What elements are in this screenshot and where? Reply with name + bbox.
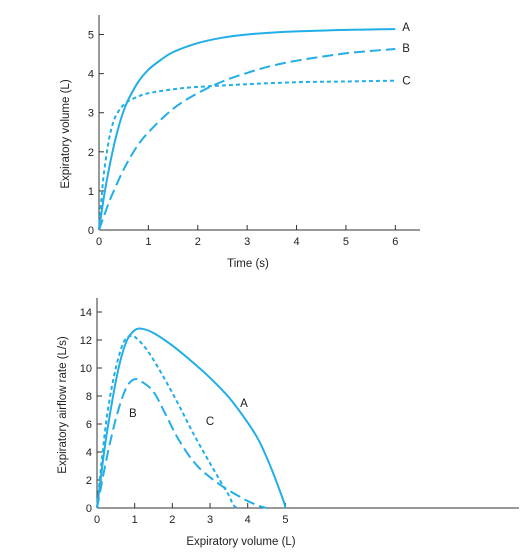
flow-volume-x-tick-label: 3 (207, 514, 213, 526)
flow-volume-y-tick-label: 10 (80, 363, 92, 375)
flow-volume-x-tick-label: 0 (94, 514, 100, 526)
volume-time-x-tick-label: 1 (145, 236, 151, 248)
flow-volume-y-tick-label: 14 (80, 307, 92, 319)
flow-volume-x-tick-label: 4 (245, 514, 251, 526)
volume-time-x-tick-label: 3 (244, 236, 250, 248)
flow-volume-x-tick-label: 2 (169, 514, 175, 526)
volume-time-curve-label-c: C (402, 76, 410, 88)
flow-volume-curve-c (96, 334, 238, 509)
volume-time-curve-label-a: A (402, 22, 410, 34)
volume-time-x-tick-label: 4 (293, 236, 299, 248)
volume-time-curve-a (98, 28, 396, 231)
flow-volume-y-tick-label: 8 (86, 391, 92, 403)
volume-time-x-tick-label: 0 (96, 236, 102, 248)
flow-volume-x-tick-label: 5 (282, 514, 288, 526)
volume-time-x-tick-label: 6 (392, 236, 398, 248)
volume-time-y-tick-label: 0 (88, 225, 94, 237)
volume-time-chart: 0 1 2 3 4 5 6 0 1 2 3 4 5 AB C Time (s) Expiratory vo… (60, 15, 420, 270)
flow-volume-x-axis-title: Expiratory volume (L) (186, 536, 295, 548)
volume-time-y-tick-label: 3 (88, 108, 94, 120)
flow-volume-x-tick-label: 1 (132, 514, 138, 526)
flow-volume-y-tick-label: 12 (80, 335, 92, 347)
flow-volume-y-tick-label: 4 (86, 447, 92, 459)
volume-time-y-tick-label: 2 (88, 147, 94, 159)
flow-volume-y-tick-label: 6 (86, 419, 92, 431)
flow-volume-curve-a (96, 327, 287, 509)
flow-volume-curve-label-b: B (129, 408, 137, 420)
volume-time-y-axis-title: Expiratory volume (L) (60, 79, 72, 188)
flow-volume-curve-label-a: A (240, 398, 248, 410)
flow-volume-curves: A B C (96, 327, 287, 509)
volume-time-ticks: 0 1 2 3 4 5 6 0 1 2 3 4 5 (88, 30, 398, 248)
volume-time-curves: AB C (98, 22, 411, 231)
volume-time-curve-c (98, 79, 396, 231)
volume-time-y-tick-label: 4 (88, 69, 94, 81)
flow-volume-curve-b (96, 378, 267, 509)
volume-time-curve-b (98, 48, 396, 231)
volume-time-x-tick-label: 5 (343, 236, 349, 248)
volume-time-curve-label-b: B (402, 43, 410, 55)
volume-time-y-tick-label: 1 (88, 186, 94, 198)
volume-time-x-axis-title: Time (s) (227, 258, 269, 270)
flow-volume-y-axis-title: Expiratory airflow rate (L/s) (57, 336, 69, 474)
volume-time-x-tick-label: 2 (195, 236, 201, 248)
flow-volume-curve-label-c: C (206, 416, 214, 428)
flow-volume-y-tick-label: 2 (86, 475, 92, 487)
flow-volume-y-tick-label: 0 (86, 503, 92, 515)
volume-time-y-tick-label: 5 (88, 30, 94, 42)
